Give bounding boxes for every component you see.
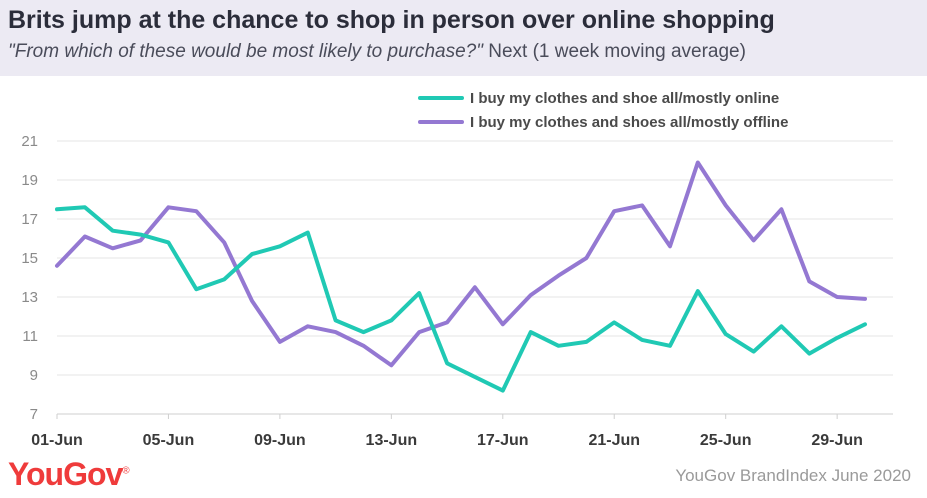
y-tick-label: 13 <box>21 289 38 306</box>
x-tick-label: 17-Jun <box>477 432 529 449</box>
x-tick-label: 09-Jun <box>254 432 306 449</box>
header-band: Brits jump at the chance to shop in pers… <box>0 0 927 76</box>
subtitle-detail: Next (1 week moving average) <box>482 41 746 62</box>
y-tick-label: 11 <box>22 328 38 345</box>
logo-text: YouGov <box>8 456 123 492</box>
y-tick-label: 19 <box>21 172 38 189</box>
series-line-online <box>55 205 867 393</box>
y-tick-label: 9 <box>30 367 38 384</box>
x-tick-label: 21-Jun <box>588 432 640 449</box>
line-chart: 7 9 11 13 15 17 19 21 01-Jun 05-Jun 09-Jun 13-Jun 1… <box>21 90 893 449</box>
yougov-logo: YouGov® <box>8 456 130 493</box>
chart-subtitle: "From which of these would be most likel… <box>8 41 746 63</box>
y-tick-label: 21 <box>21 133 38 150</box>
x-tick-label: 29-Jun <box>811 432 863 449</box>
x-tick-label: 25-Jun <box>700 432 752 449</box>
source-note: YouGov BrandIndex June 2020 <box>675 466 911 485</box>
legend-label: I buy my clothes and shoe all/mostly onl… <box>470 90 779 107</box>
y-axis-ticks: 7 9 11 13 15 17 19 21 <box>21 133 38 423</box>
x-tick-label: 05-Jun <box>143 432 195 449</box>
y-tick-label: 7 <box>30 406 38 423</box>
logo-registered-mark: ® <box>122 465 129 477</box>
y-tick-label: 15 <box>21 250 38 267</box>
series-lines <box>55 160 867 393</box>
y-tick-label: 17 <box>21 211 38 228</box>
gridlines <box>57 140 893 415</box>
legend-label: I buy my clothes and shoes all/mostly of… <box>470 114 788 131</box>
x-axis-ticks: 01-Jun 05-Jun 09-Jun 13-Jun 17-Jun 21-Jun 25-J… <box>31 414 863 449</box>
series-line-offline <box>55 160 867 368</box>
x-tick-label: 01-Jun <box>31 432 83 449</box>
chart-title: Brits jump at the chance to shop in pers… <box>8 6 775 34</box>
x-tick-label: 13-Jun <box>366 432 418 449</box>
legend: I buy my clothes and shoe all/mostly onl… <box>418 90 788 131</box>
survey-question: "From which of these would be most likel… <box>8 41 483 62</box>
